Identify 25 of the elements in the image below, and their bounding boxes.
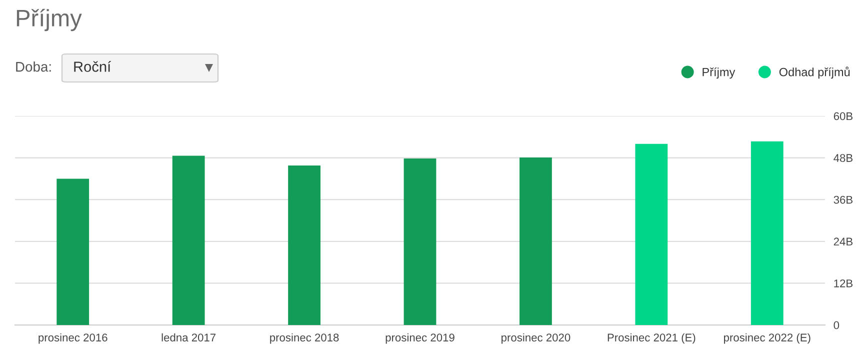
x-tick-label: ledna 2017 [162,333,216,342]
x-tick-label: prosinec 2016 [38,333,108,344]
bar [750,141,784,325]
y-tick-label: 0 [834,321,840,330]
x-tick-label: prosinec 2022 (E) [724,333,810,344]
y-tick-label: 36B [834,196,853,204]
chart-title: Příjmy [16,8,82,32]
text: Doba: [16,62,51,72]
bar [56,178,90,325]
y-tick-label: 12B [834,279,853,288]
text: Roční [74,61,112,72]
y-tick-label: 24B [834,238,853,246]
bar [520,157,552,325]
x-tick-label: prosinec 2019 [386,333,454,344]
bar [404,158,436,325]
legend-label: Odhad příjmů [779,66,850,79]
y-tick-label: 48B [834,154,853,162]
x-tick-label: Prosinec 2021 (E) [608,333,696,344]
legend-label: Příjmy [702,67,736,79]
bar [288,165,320,325]
bar [172,156,205,325]
y-tick-label: 60B [834,112,853,120]
x-tick-label: prosinec 2020 [502,333,570,344]
bar [635,144,668,325]
x-tick-label: prosinec 2018 [270,333,339,344]
